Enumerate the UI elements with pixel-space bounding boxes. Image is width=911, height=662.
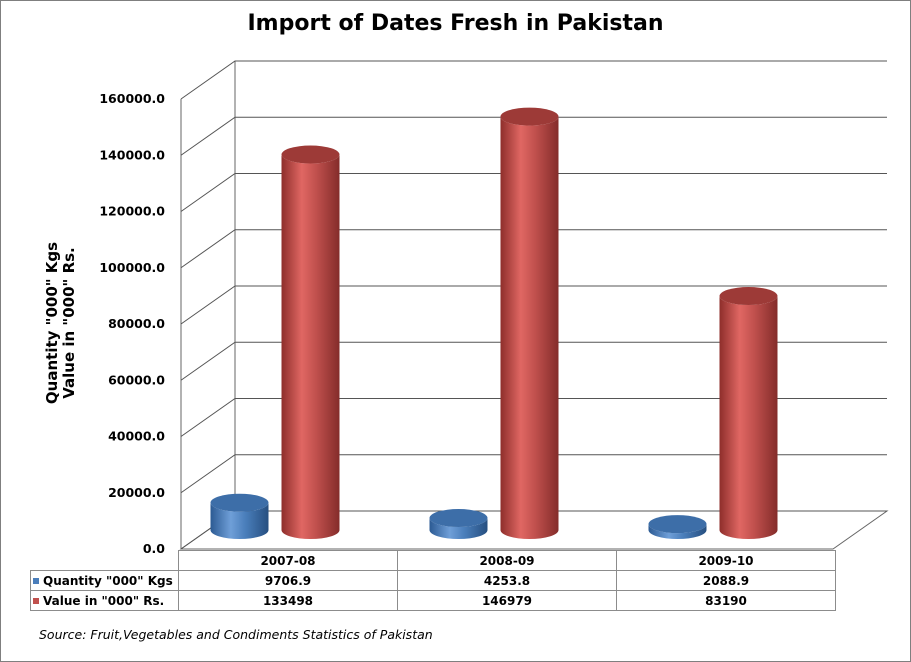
- bars: [210, 107, 778, 540]
- category-row: 2007-08 2008-09 2009-10: [30, 550, 836, 571]
- y-tick-label: 80000.0: [108, 316, 165, 331]
- data-label-value-2009-10: 83190: [616, 590, 836, 611]
- bar-top: [210, 493, 269, 512]
- gridline: [180, 229, 887, 269]
- table-row-value: Value in "000" Rs. 133498 146979 83190: [30, 590, 836, 611]
- legend-key-value: [33, 598, 39, 604]
- y-tick-label: 60000.0: [108, 372, 165, 387]
- y-tick-label: 40000.0: [108, 429, 165, 444]
- y-tick-label: 20000.0: [108, 485, 165, 500]
- data-table: 2007-08 2008-09 2009-10 Quantity "000" K…: [30, 550, 836, 611]
- data-label-value-2008-09: 146979: [397, 590, 617, 611]
- data-label-quantity-2007-08: 9706.9: [178, 570, 398, 591]
- bar-quantity-2007-08: [210, 493, 269, 539]
- source-note: Source: Fruit,Vegetables and Condiments …: [39, 627, 433, 642]
- bar-top: [429, 509, 488, 528]
- bar-value-2007-08: [281, 145, 340, 540]
- bar-top: [281, 145, 340, 164]
- legend-key-quantity: [33, 578, 39, 584]
- bar-body: [719, 296, 778, 539]
- bar-quantity-2008-09: [429, 509, 488, 539]
- table-corner: [30, 550, 179, 571]
- bar-top: [500, 107, 559, 126]
- legend-entry-value: Value in "000" Rs.: [30, 590, 179, 611]
- y-tick-label: 100000.0: [99, 260, 165, 275]
- legend-entry-quantity: Quantity "000" Kgs: [30, 570, 179, 591]
- y-tick-label: 160000.0: [99, 91, 165, 106]
- gridline: [180, 285, 887, 325]
- y-tick-label: 120000.0: [99, 204, 165, 219]
- gridline: [180, 341, 887, 381]
- bar-body: [500, 116, 559, 540]
- table-row-quantity: Quantity "000" Kgs 9706.9 4253.8 2088.9: [30, 570, 836, 591]
- category-label-2008-09: 2008-09: [397, 550, 617, 571]
- data-label-quantity-2008-09: 4253.8: [397, 570, 617, 591]
- bar-body: [429, 518, 488, 539]
- bar-value-2008-09: [500, 107, 559, 540]
- gridline: [180, 173, 887, 212]
- gridlines: [180, 60, 887, 550]
- chart-title: Import of Dates Fresh in Pakistan: [247, 11, 664, 36]
- bar-quantity-2009-10: [648, 515, 707, 539]
- gridline: [180, 60, 887, 100]
- bar-body: [210, 502, 269, 539]
- data-label-quantity-2009-10: 2088.9: [616, 570, 836, 591]
- legend-label-value: Value in "000" Rs.: [43, 593, 165, 608]
- bar-top: [719, 287, 778, 306]
- gridline: [180, 116, 887, 156]
- bar-value-2009-10: [719, 287, 778, 539]
- category-label-2009-10: 2009-10: [616, 550, 836, 571]
- bar-top: [648, 515, 707, 534]
- gridline: [180, 398, 887, 437]
- y-axis-ticks: 0.020000.040000.060000.080000.0100000.01…: [99, 91, 165, 556]
- y-tick-label: 140000.0: [99, 147, 165, 162]
- gridline: [180, 454, 887, 494]
- bar-body: [648, 524, 707, 539]
- data-label-value-2007-08: 133498: [178, 590, 398, 611]
- legend-label-quantity: Quantity "000" Kgs: [43, 573, 173, 588]
- bar-body: [281, 154, 340, 540]
- category-label-2007-08: 2007-08: [178, 550, 398, 571]
